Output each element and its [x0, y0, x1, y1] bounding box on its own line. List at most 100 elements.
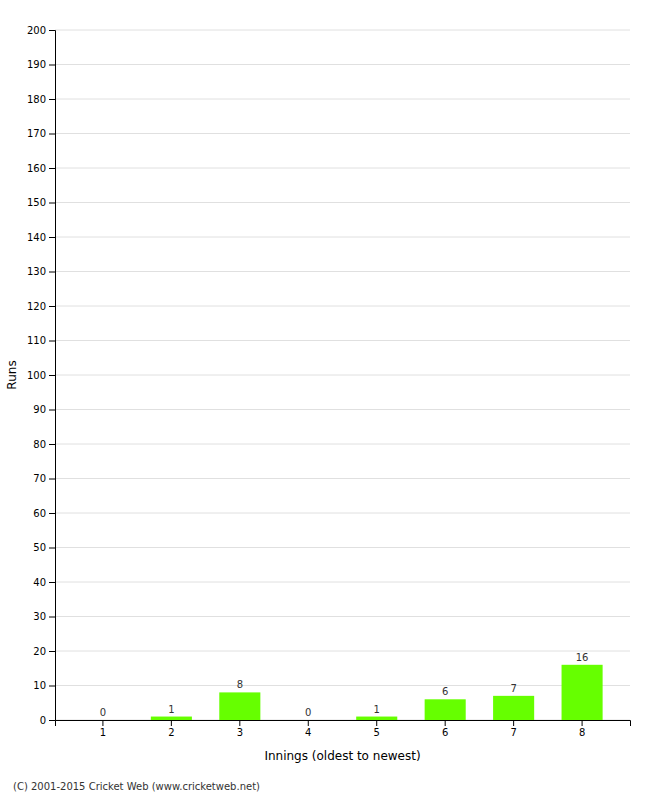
x-tick-label: 1 [100, 727, 106, 738]
y-tick-mark [49, 651, 55, 652]
y-tick-label: 10 [33, 680, 46, 691]
y-tick-mark [49, 134, 55, 135]
y-tick: 110 [27, 335, 55, 346]
data-labels: 018016716 [100, 652, 589, 718]
y-tick-label: 100 [27, 370, 46, 381]
y-tick: 170 [27, 128, 55, 139]
y-tick-label: 170 [27, 128, 46, 139]
y-tick-mark [49, 237, 55, 238]
y-tick-mark [49, 375, 55, 376]
y-tick-label: 60 [33, 508, 46, 519]
y-tick-mark [49, 341, 55, 342]
grid-line [55, 685, 630, 686]
bars [151, 665, 603, 720]
y-tick: 0 [40, 715, 55, 726]
bar [288, 720, 329, 721]
y-axis-line [49, 31, 56, 721]
data-label: 16 [576, 652, 589, 663]
y-tick-mark [49, 65, 55, 66]
grid-line [55, 133, 630, 134]
y-tick-mark [49, 410, 55, 411]
y-axis-title: Runs [5, 360, 19, 389]
x-tick-mark [513, 720, 514, 726]
grid-line [55, 651, 630, 652]
grid-line [55, 99, 630, 100]
y-tick-label: 190 [27, 59, 46, 70]
x-tick: 4 [305, 720, 311, 738]
bar [493, 696, 534, 720]
x-tick-mark [445, 720, 446, 726]
y-tick: 120 [27, 301, 55, 312]
y-tick: 190 [27, 59, 55, 70]
x-tick: 6 [442, 720, 448, 738]
x-axis-line [56, 721, 631, 727]
bar [151, 717, 192, 720]
y-tick-mark [49, 30, 55, 31]
y-tick-label: 20 [33, 646, 46, 657]
y-tick-label: 70 [33, 473, 46, 484]
y-tick: 180 [27, 94, 55, 105]
x-tick-label: 2 [168, 727, 174, 738]
data-label: 1 [374, 704, 380, 715]
y-tick-mark [49, 444, 55, 445]
y-tick-label: 30 [33, 611, 46, 622]
grid-line [55, 271, 630, 272]
y-tick-label: 110 [27, 335, 46, 346]
y-tick-mark [49, 548, 55, 549]
x-tick: 7 [510, 720, 516, 738]
y-tick: 20 [33, 646, 55, 657]
y-tick-label: 160 [27, 163, 46, 174]
y-tick: 30 [33, 611, 55, 622]
y-tick-mark [49, 617, 55, 618]
x-tick-label: 8 [579, 727, 585, 738]
y-tick-mark [49, 306, 55, 307]
y-tick-mark [49, 168, 55, 169]
y-tick: 50 [33, 542, 55, 553]
x-tick-label: 3 [237, 727, 243, 738]
footer: (C) 2001-2015 Cricket Web (www.cricketwe… [13, 781, 260, 792]
data-label: 0 [305, 707, 311, 718]
y-tick-label: 140 [27, 232, 46, 243]
y-tick-mark [49, 720, 55, 721]
grid-line [55, 513, 630, 514]
y-tick-mark [49, 99, 55, 100]
y-tick: 40 [33, 577, 55, 588]
data-label: 1 [168, 704, 174, 715]
data-label: 8 [237, 679, 243, 690]
grid-line [55, 306, 630, 307]
y-tick-mark [49, 272, 55, 273]
y-tick-label: 80 [33, 439, 46, 450]
x-tick: 3 [237, 720, 243, 738]
y-tick-label: 40 [33, 577, 46, 588]
grid-line [55, 616, 630, 617]
y-tick: 200 [27, 25, 55, 36]
chart: 0180167161234567801020304050607080901001… [0, 0, 650, 800]
y-tick: 90 [33, 404, 55, 415]
grid-line [55, 340, 630, 341]
y-tick-label: 120 [27, 301, 46, 312]
x-tick-label: 6 [442, 727, 448, 738]
y-tick-mark [49, 582, 55, 583]
y-tick-label: 130 [27, 266, 46, 277]
bar [356, 717, 397, 720]
y-tick-label: 90 [33, 404, 46, 415]
y-tick-label: 200 [27, 25, 46, 36]
y-axis: 0 10 20 30 40 50 60 70 80 90 100 110 120 130 140 150 160… [27, 25, 56, 726]
x-tick-label: 4 [305, 727, 311, 738]
x-tick: 8 [579, 720, 585, 738]
x-tick: 2 [168, 720, 174, 738]
y-tick-label: 50 [33, 542, 46, 553]
y-tick: 80 [33, 439, 55, 450]
y-tick-label: 150 [27, 197, 46, 208]
x-tick-mark [239, 720, 240, 726]
y-tick-mark [49, 513, 55, 514]
x-tick-label: 5 [374, 727, 380, 738]
y-tick: 160 [27, 163, 55, 174]
y-tick-mark [49, 479, 55, 480]
grid-line [55, 237, 630, 238]
grid-line [55, 582, 630, 583]
y-tick: 100 [27, 370, 55, 381]
grid-line [55, 168, 630, 169]
bar [82, 720, 123, 721]
x-tick-label: 7 [510, 727, 516, 738]
